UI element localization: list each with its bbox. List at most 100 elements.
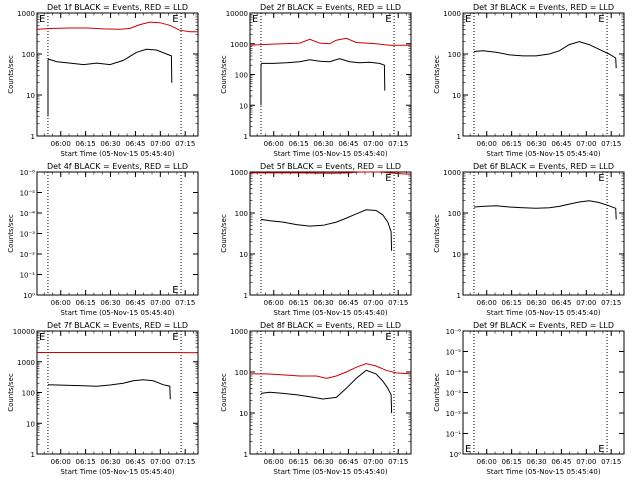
- event-marker: E: [172, 14, 178, 25]
- events-series-line: [474, 42, 616, 68]
- event-marker: E: [172, 285, 178, 296]
- x-axis-label: Start Time (05-Nov-15 05:45:40): [273, 150, 387, 158]
- x-tick-label: 06:45: [551, 299, 571, 307]
- y-tick-label: 1: [244, 133, 248, 141]
- y-tick-label: 10⁻²: [446, 410, 462, 418]
- y-tick-label: 10: [26, 92, 35, 100]
- y-tick-label: 1000: [443, 10, 461, 18]
- y-tick-label: 100: [235, 72, 248, 80]
- chart-panel-8: Det 8f BLACK = Events, RED = LLD11010010…: [220, 321, 411, 476]
- x-tick-label: 06:30: [526, 299, 546, 307]
- x-tick-label: 07:00: [363, 458, 383, 466]
- plot-frame: [463, 13, 624, 136]
- x-tick-label: 07:15: [601, 299, 621, 307]
- x-tick-label: 06:00: [477, 140, 497, 148]
- y-tick-label: 10: [239, 251, 248, 259]
- event-marker: E: [39, 332, 45, 343]
- x-tick-label: 07:00: [576, 140, 596, 148]
- y-axis-label: Counts/sec: [7, 55, 15, 94]
- x-tick-label: 06:30: [313, 140, 333, 148]
- x-tick-label: 06:45: [125, 299, 145, 307]
- chart-panel-3: Det 3f BLACK = Events, RED = LLD11010010…: [433, 3, 624, 158]
- event-marker: E: [385, 173, 391, 184]
- x-tick-label: 06:30: [100, 458, 120, 466]
- x-tick-label: 06:45: [338, 299, 358, 307]
- events-series-line: [261, 59, 385, 106]
- plot-frame: [463, 172, 624, 295]
- x-tick-label: 07:00: [150, 140, 170, 148]
- x-axis-label: Start Time (05-Nov-15 05:45:40): [486, 309, 600, 317]
- chart-title: Det 6f BLACK = Events, RED = LLD: [473, 162, 614, 171]
- plot-frame: [250, 172, 411, 295]
- x-tick-label: 06:15: [76, 458, 96, 466]
- plot-frame: [37, 13, 198, 136]
- y-tick-label: 10⁰: [449, 451, 461, 459]
- y-tick-label: 10⁰: [23, 292, 35, 300]
- x-tick-label: 06:00: [264, 299, 284, 307]
- y-axis-label: Counts/sec: [433, 373, 441, 412]
- chart-panel-7: Det 7f BLACK = Events, RED = LLD11010010…: [7, 321, 198, 476]
- event-marker: E: [39, 14, 45, 25]
- y-tick-label: 10: [26, 420, 35, 428]
- y-axis-label: Counts/sec: [7, 214, 15, 253]
- y-tick-label: 10: [452, 251, 461, 259]
- x-tick-label: 06:30: [100, 140, 120, 148]
- x-tick-label: 06:15: [289, 299, 309, 307]
- y-tick-label: 100: [235, 369, 248, 377]
- x-tick-label: 06:30: [313, 299, 333, 307]
- y-tick-label: 1: [457, 133, 461, 141]
- y-tick-label: 1: [457, 292, 461, 300]
- x-tick-label: 07:15: [601, 140, 621, 148]
- x-axis-label: Start Time (05-Nov-15 05:45:40): [273, 468, 387, 476]
- chart-title: Det 7f BLACK = Events, RED = LLD: [47, 321, 188, 330]
- y-axis-label: Counts/sec: [220, 55, 228, 94]
- x-tick-label: 07:15: [601, 458, 621, 466]
- y-tick-label: 10: [239, 102, 248, 110]
- x-tick-label: 06:00: [477, 299, 497, 307]
- x-tick-label: 07:00: [150, 458, 170, 466]
- x-tick-label: 06:45: [338, 140, 358, 148]
- y-axis-label: Counts/sec: [7, 373, 15, 412]
- chart-title: Det 3f BLACK = Events, RED = LLD: [473, 3, 614, 12]
- event-marker: E: [465, 14, 471, 25]
- x-axis-label: Start Time (05-Nov-15 05:45:40): [486, 150, 600, 158]
- x-tick-label: 06:30: [526, 458, 546, 466]
- y-tick-label: 10000: [226, 10, 248, 18]
- x-tick-label: 06:00: [477, 458, 497, 466]
- x-tick-label: 06:45: [551, 140, 571, 148]
- events-series-line: [48, 380, 170, 400]
- x-tick-label: 06:15: [76, 140, 96, 148]
- y-tick-label: 100: [448, 210, 461, 218]
- x-tick-label: 07:15: [175, 299, 195, 307]
- event-marker: E: [598, 14, 604, 25]
- plot-frame: [37, 172, 198, 295]
- chart-title: Det 8f BLACK = Events, RED = LLD: [260, 321, 401, 330]
- x-tick-label: 06:15: [289, 458, 309, 466]
- plot-frame: [250, 13, 411, 136]
- y-tick-label: 10000: [13, 328, 35, 336]
- events-series-line: [48, 49, 172, 116]
- y-tick-label: 1000: [230, 41, 248, 49]
- event-marker: E: [385, 14, 391, 25]
- x-axis-label: Start Time (05-Nov-15 05:45:40): [273, 309, 387, 317]
- x-tick-label: 07:15: [388, 299, 408, 307]
- chart-title: Det 1f BLACK = Events, RED = LLD: [47, 3, 188, 12]
- y-tick-label: 10⁻⁴: [446, 369, 462, 377]
- y-tick-label: 10⁻³: [20, 231, 36, 239]
- x-tick-label: 06:15: [502, 140, 522, 148]
- x-tick-label: 06:00: [51, 299, 71, 307]
- x-tick-label: 06:15: [289, 140, 309, 148]
- chart-panel-4: Det 4f BLACK = Events, RED = LLD10⁰10⁻¹1…: [7, 162, 198, 317]
- y-axis-label: Counts/sec: [220, 214, 228, 253]
- x-tick-label: 07:15: [175, 458, 195, 466]
- events-series-line: [261, 370, 392, 413]
- chart-title: Det 9f BLACK = Events, RED = LLD: [473, 321, 614, 330]
- y-tick-label: 1000: [443, 169, 461, 177]
- y-tick-label: 10⁻⁵: [446, 349, 462, 357]
- event-marker: E: [385, 332, 391, 343]
- x-tick-label: 06:15: [502, 299, 522, 307]
- x-tick-label: 06:15: [76, 299, 96, 307]
- x-tick-label: 06:45: [125, 458, 145, 466]
- x-tick-label: 07:00: [576, 299, 596, 307]
- y-axis-label: Counts/sec: [433, 55, 441, 94]
